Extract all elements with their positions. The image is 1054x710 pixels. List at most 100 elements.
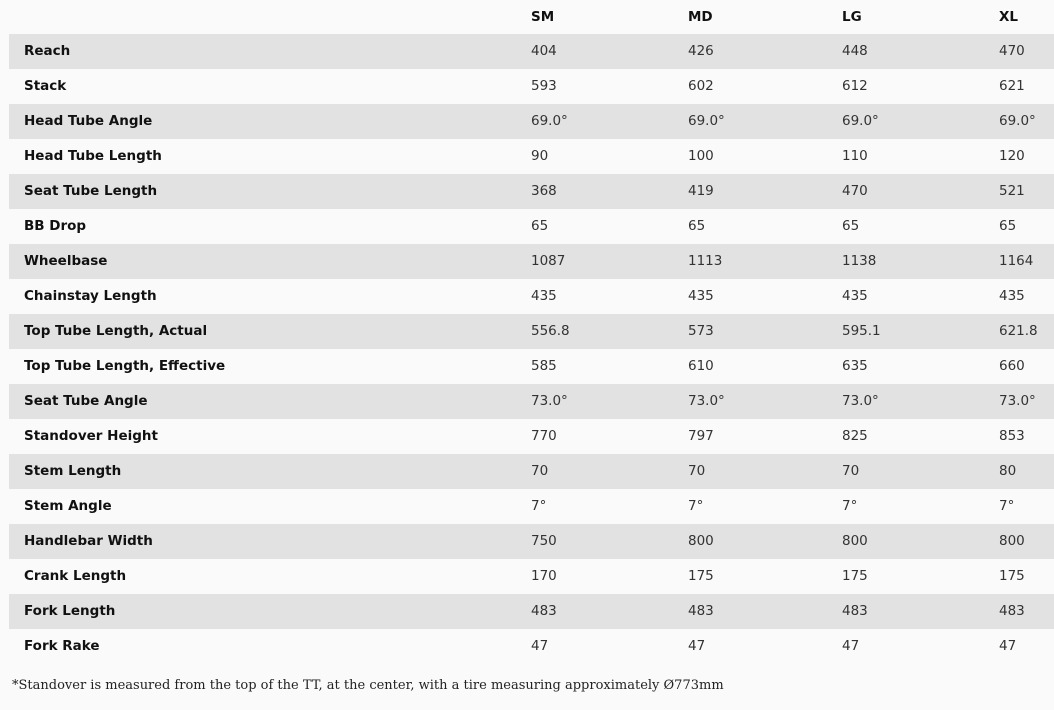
table-row: Head Tube Angle 69.0° 69.0° 69.0° 69.0° (9, 104, 1054, 139)
cell-value: 175 (842, 568, 868, 584)
cell-value: 573 (688, 323, 714, 339)
row-label: Handlebar Width (24, 533, 153, 549)
row-label: Wheelbase (24, 253, 108, 269)
cell-value: 100 (688, 148, 714, 164)
table-row: Stem Angle 7° 7° 7° 7° (9, 489, 1054, 524)
table-row: Head Tube Length 90 100 110 120 (9, 139, 1054, 174)
cell-value: 69.0° (999, 113, 1036, 129)
table-row: Seat Tube Length 368 419 470 521 (9, 174, 1054, 209)
column-header-xl: XL (999, 9, 1019, 25)
table-header: SM MD LG XL (9, 0, 1054, 34)
cell-value: 770 (531, 428, 557, 444)
cell-value: 69.0° (842, 113, 879, 129)
cell-value: 368 (531, 183, 557, 199)
cell-value: 853 (999, 428, 1025, 444)
cell-value: 7° (531, 498, 547, 514)
cell-value: 65 (842, 218, 860, 234)
cell-value: 448 (842, 43, 868, 59)
cell-value: 65 (688, 218, 706, 234)
cell-value: 7° (999, 498, 1015, 514)
cell-value: 73.0° (688, 393, 725, 409)
cell-value: 750 (531, 533, 557, 549)
row-label: Stem Angle (24, 498, 112, 514)
row-label: Top Tube Length, Effective (24, 358, 226, 374)
cell-value: 1113 (688, 253, 723, 269)
cell-value: 69.0° (531, 113, 568, 129)
cell-value: 419 (688, 183, 714, 199)
cell-value: 65 (531, 218, 549, 234)
row-label: BB Drop (24, 218, 87, 234)
table-row: Stem Length 70 70 70 80 (9, 454, 1054, 489)
row-label: Stem Length (24, 463, 122, 479)
table-row: Reach 404 426 448 470 (9, 34, 1054, 69)
cell-value: 47 (531, 638, 549, 654)
row-label: Chainstay Length (24, 288, 157, 304)
table-row: Stack 593 602 612 621 (9, 69, 1054, 104)
table-row: Wheelbase 1087 1113 1138 1164 (9, 244, 1054, 279)
cell-value: 73.0° (531, 393, 568, 409)
row-label: Head Tube Length (24, 148, 162, 164)
cell-value: 521 (999, 183, 1025, 199)
cell-value: 65 (999, 218, 1017, 234)
cell-value: 635 (842, 358, 868, 374)
table-row: Fork Length 483 483 483 483 (9, 594, 1054, 629)
cell-value: 612 (842, 78, 868, 94)
cell-value: 69.0° (688, 113, 725, 129)
cell-value: 80 (999, 463, 1017, 479)
cell-value: 435 (999, 288, 1025, 304)
cell-value: 426 (688, 43, 714, 59)
cell-value: 175 (999, 568, 1025, 584)
row-label: Reach (24, 43, 71, 59)
cell-value: 825 (842, 428, 868, 444)
table-row: BB Drop 65 65 65 65 (9, 209, 1054, 244)
row-label: Stack (24, 78, 67, 94)
cell-value: 483 (531, 603, 557, 619)
table-row: Top Tube Length, Actual 556.8 573 595.1 621.… (9, 314, 1054, 349)
cell-value: 585 (531, 358, 557, 374)
cell-value: 797 (688, 428, 714, 444)
cell-value: 47 (999, 638, 1017, 654)
cell-value: 47 (842, 638, 860, 654)
table-row: Crank Length 170 175 175 175 (9, 559, 1054, 594)
cell-value: 470 (842, 183, 868, 199)
cell-value: 70 (842, 463, 860, 479)
cell-value: 621.8 (999, 323, 1038, 339)
table-row: Seat Tube Angle 73.0° 73.0° 73.0° 73.0° (9, 384, 1054, 419)
cell-value: 435 (688, 288, 714, 304)
cell-value: 404 (531, 43, 557, 59)
cell-value: 435 (531, 288, 557, 304)
row-label: Fork Length (24, 603, 116, 619)
column-header-sm: SM (531, 9, 555, 25)
row-label: Top Tube Length, Actual (24, 323, 208, 339)
cell-value: 7° (688, 498, 704, 514)
table-row: Handlebar Width 750 800 800 800 (9, 524, 1054, 559)
cell-value: 610 (688, 358, 714, 374)
cell-value: 470 (999, 43, 1025, 59)
cell-value: 73.0° (842, 393, 879, 409)
cell-value: 73.0° (999, 393, 1036, 409)
cell-value: 170 (531, 568, 557, 584)
column-header-lg: LG (842, 9, 862, 25)
cell-value: 593 (531, 78, 557, 94)
cell-value: 602 (688, 78, 714, 94)
footnote: *Standover is measured from the top of t… (12, 678, 724, 693)
table-row: Fork Rake 47 47 47 47 (9, 629, 1054, 664)
cell-value: 800 (688, 533, 714, 549)
cell-value: 800 (842, 533, 868, 549)
cell-value: 556.8 (531, 323, 570, 339)
cell-value: 483 (688, 603, 714, 619)
cell-value: 110 (842, 148, 868, 164)
cell-value: 120 (999, 148, 1025, 164)
cell-value: 90 (531, 148, 549, 164)
cell-value: 1138 (842, 253, 877, 269)
cell-value: 483 (842, 603, 868, 619)
cell-value: 435 (842, 288, 868, 304)
row-label: Crank Length (24, 568, 127, 584)
cell-value: 1087 (531, 253, 566, 269)
row-label: Fork Rake (24, 638, 100, 654)
cell-value: 7° (842, 498, 858, 514)
cell-value: 621 (999, 78, 1025, 94)
row-label: Seat Tube Angle (24, 393, 148, 409)
row-label: Standover Height (24, 428, 158, 444)
cell-value: 175 (688, 568, 714, 584)
